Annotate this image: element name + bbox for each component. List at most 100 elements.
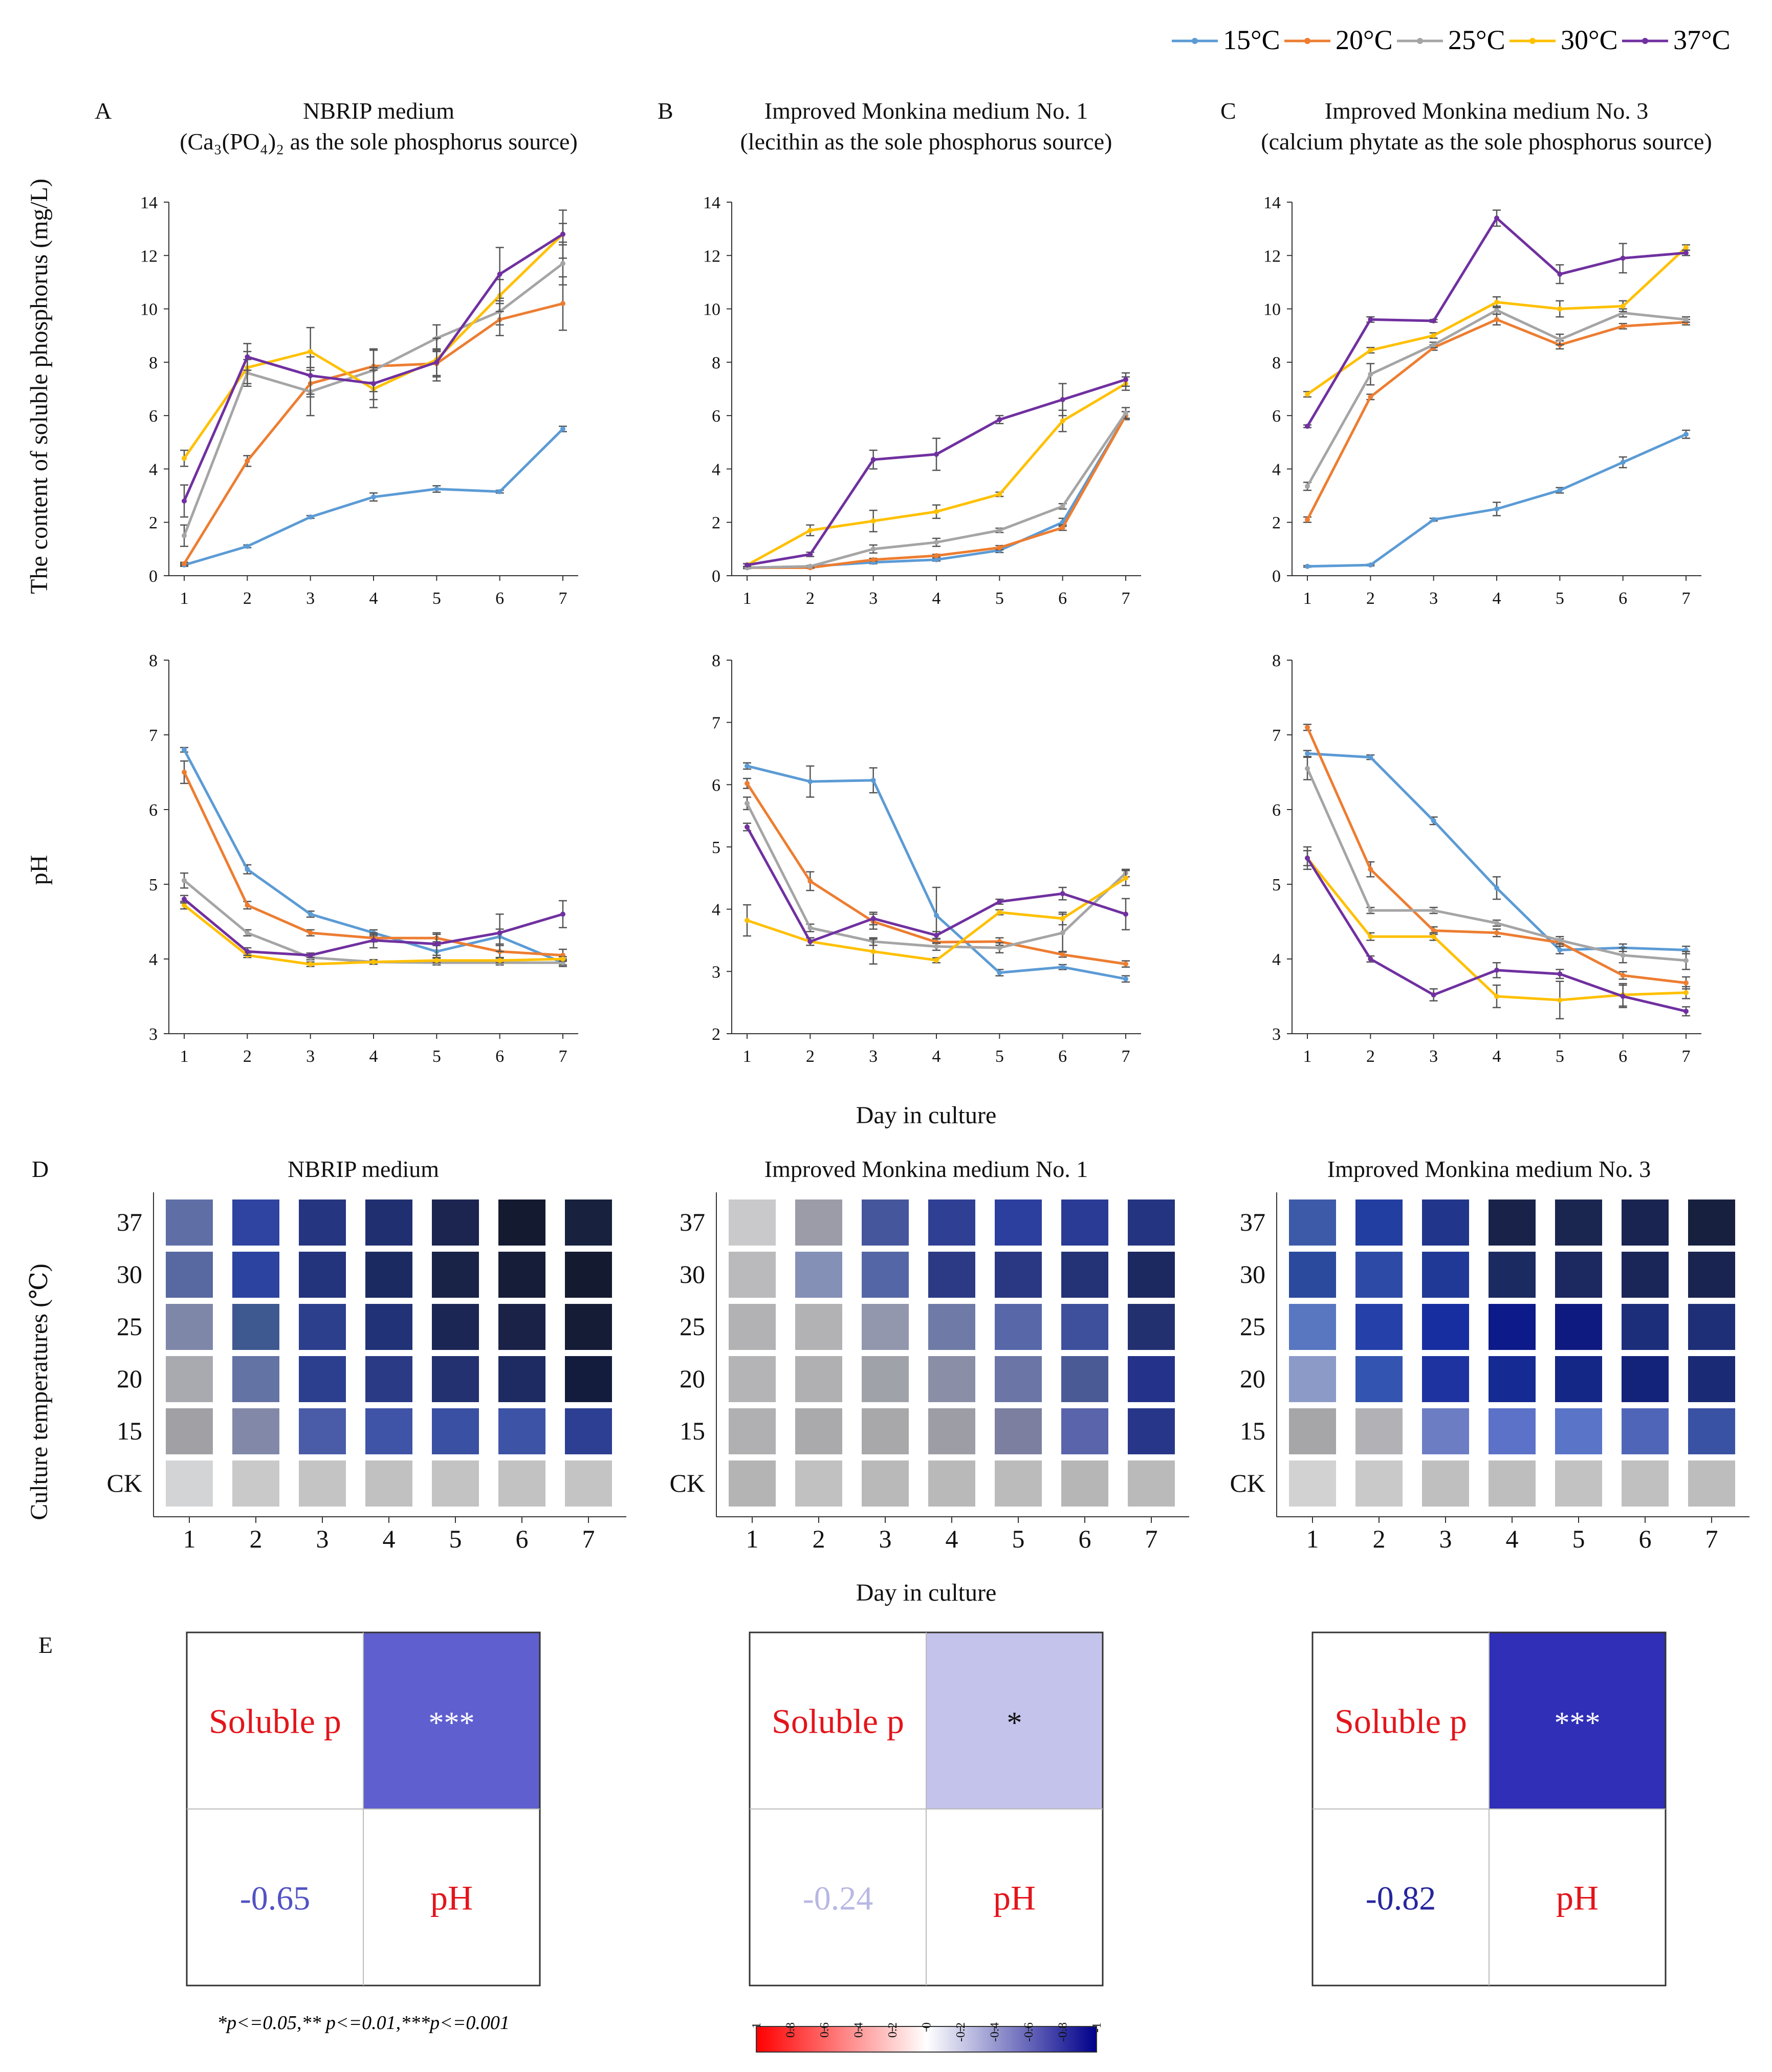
y-tick-label: 7 [149,726,158,745]
line-chart-a-ph: 3 4 5 6 7 8 1 2 3 4 5 6 7 [149,651,578,1066]
heatmap-cell [365,1408,412,1454]
data-point [870,457,876,463]
data-point [934,509,939,514]
correlation-var-ph: pH [1556,1879,1599,1917]
y-tick-label: 0 [1272,567,1281,586]
data-point [1683,317,1689,322]
x-tick-label: 6 [495,589,504,608]
heatmap-cell [1489,1252,1536,1298]
heatmap-cell [995,1199,1042,1246]
heatmap-cell [565,1460,612,1507]
y-tick-label: 14 [703,193,720,212]
data-point [1557,306,1563,312]
legend-label-25: 25°C [1448,25,1505,55]
correlation-var-ph: pH [430,1879,473,1917]
heatmap-x-tick-label: 3 [1439,1524,1452,1553]
heatmap-cell [1555,1460,1602,1507]
heatmap-x-tick-label: 5 [1572,1524,1585,1553]
heatmap-cell [1355,1199,1403,1246]
y-tick-label: 12 [703,247,720,266]
data-point [497,957,502,963]
series-25c [743,796,1130,954]
heatmap-row-label: 25 [1240,1312,1265,1341]
y-tick-label: 10 [1263,300,1281,319]
legend-label-20: 20°C [1336,25,1393,55]
heatmap-row-label: 30 [1240,1260,1265,1289]
legend-marker-25 [1417,38,1423,44]
heatmap-cell [862,1199,909,1246]
y-tick-label: 7 [1272,726,1281,745]
heatmap-cell [1622,1199,1669,1246]
heatmap-cell [1061,1304,1108,1350]
heatmap-monkina-1: 37 30 25 20 15 CK 1 2 3 4 5 6 7 [670,1192,1189,1553]
heatmap-row-label: CK [670,1469,705,1497]
x-tick-label: 5 [432,1047,441,1066]
data-point [245,902,250,908]
heatmap-row-label: 15 [117,1416,142,1445]
heatmap-x-tick-label: 6 [1079,1524,1091,1553]
heatmap-cell [1128,1460,1175,1507]
x-tick-label: 6 [1058,589,1067,608]
data-point [1683,1009,1689,1014]
x-tick-label: 5 [995,589,1004,608]
heatmap-cell [928,1356,975,1402]
heatmap-x-tick-label: 5 [449,1524,462,1553]
x-tick-label: 2 [1366,589,1375,608]
heatmap-cell [1489,1408,1536,1454]
data-point [745,763,750,769]
heatmap-cell [729,1408,776,1454]
y-tick-label: 4 [1272,950,1281,969]
data-point [1494,920,1499,926]
data-point [182,747,187,753]
heatmap-cell [1688,1304,1735,1350]
series-20c [1303,313,1690,523]
data-point [1431,934,1436,940]
data-point [1620,255,1626,261]
x-tick-label: 4 [1493,589,1501,608]
x-tick-label: 3 [1429,1047,1438,1066]
data-point [560,301,565,307]
panel-c-subtitle: (calcium phytate as the sole phosphorus … [1261,128,1712,155]
x-tick-label: 1 [1303,589,1312,608]
heatmap-cell [1622,1460,1669,1507]
series-25c [1303,306,1690,491]
data-point [1683,245,1689,250]
heatmap-cell [1555,1356,1602,1402]
y-tick-label: 8 [1272,651,1281,670]
heatmap-cell [1355,1304,1403,1350]
heatmap-cell [232,1356,279,1402]
heatmap-cell [1128,1408,1175,1454]
heatmap-x-tick-label: 7 [1145,1524,1158,1553]
heatmap-cell [1061,1356,1108,1402]
heatmap-cell [166,1252,213,1298]
data-point [1557,937,1563,943]
y-tick-label: 0 [712,567,720,586]
data-point [182,897,187,902]
heatmap-cell [1355,1356,1403,1402]
panel-letter-c: C [1220,98,1236,124]
data-point [1557,997,1563,1003]
heatmap-cell [1489,1356,1536,1402]
data-point [1557,947,1563,953]
data-point [1305,725,1310,730]
data-point [1431,318,1436,324]
data-point [807,528,813,533]
heatmap-cell [1489,1460,1536,1507]
heatmap-cell [299,1460,346,1507]
heatmap-cell [729,1304,776,1350]
panel-a-title: NBRIP medium [303,98,454,124]
y-tick-label: 6 [712,776,720,795]
data-point [934,932,939,938]
data-point [371,494,376,500]
data-point [1305,855,1310,861]
heatmap-cell [729,1460,776,1507]
heatmap-cell [1289,1356,1336,1402]
heatmap-cell [1061,1408,1108,1454]
correlation-coefficient: -0.65 [240,1880,310,1917]
heatmap-cell [166,1199,213,1246]
colorbar-tick-label: -0.4 [989,2022,1002,2042]
data-point [807,552,813,557]
data-point [1368,956,1373,962]
heatmap-x-tick-label: 4 [383,1524,396,1553]
